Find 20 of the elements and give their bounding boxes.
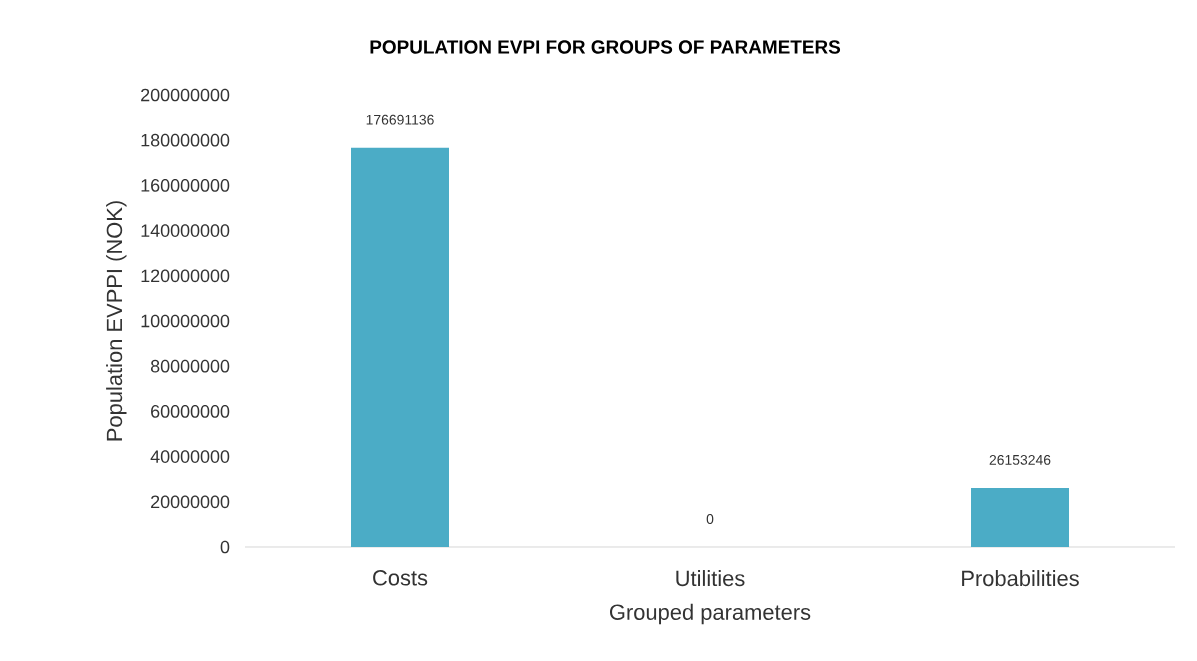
y-tick-label: 20000000 — [151, 495, 230, 509]
y-tick-label: 40000000 — [150, 450, 230, 463]
data-label: 176691136 — [366, 114, 434, 125]
y-axis-title: Population EVPPI (NOK) — [106, 201, 127, 441]
y-tick-label: 80000000 — [150, 359, 230, 373]
y-tick-label: 120000000 — [141, 269, 230, 283]
y-tick-label: 160000000 — [141, 179, 230, 192]
x-axis-title: Grouped parameters — [609, 603, 811, 625]
x-tick-label: Costs — [373, 570, 428, 586]
y-tick-label: 200000000 — [141, 88, 230, 102]
y-tick-label: 0 — [220, 540, 230, 554]
y-tick-label: 60000000 — [151, 405, 230, 418]
x-tick-label: Utilities — [676, 570, 745, 587]
data-label: 0 — [706, 514, 714, 524]
chart-title: POPULATION EVPI FOR GROUPS OF PARAMETERS — [370, 40, 841, 54]
y-tick-label: 140000000 — [141, 224, 230, 237]
data-label: 26153246 — [989, 455, 1051, 465]
y-tick-label: 100000000 — [141, 314, 230, 328]
y-tick-label: 180000000 — [141, 133, 230, 147]
x-tick-label: Probabilities — [962, 570, 1079, 587]
